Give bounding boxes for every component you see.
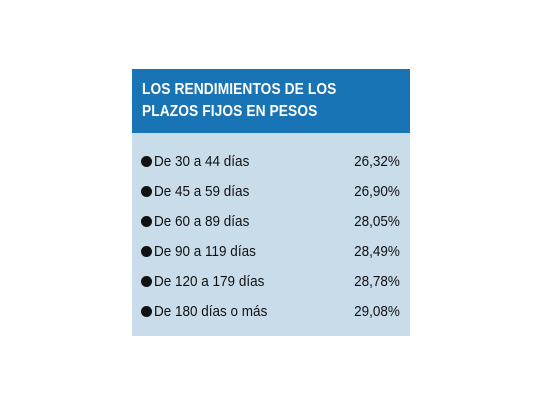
row-value: 28,78%	[354, 273, 400, 290]
table-title: LOS RENDIMIENTOS DE LOS PLAZOS FIJOS EN …	[142, 79, 364, 123]
row-value: 29,08%	[354, 303, 400, 320]
row-label: De 90 a 119 días	[154, 243, 256, 260]
title-line-1: LOS RENDIMIENTOS DE LOS	[142, 81, 337, 98]
row-label: De 60 a 89 días	[154, 213, 250, 230]
table-row: De 45 a 59 días 26,90%	[132, 177, 410, 207]
bullet-icon	[141, 186, 152, 197]
bullet-icon	[141, 156, 152, 167]
rates-table: LOS RENDIMIENTOS DE LOS PLAZOS FIJOS EN …	[132, 69, 410, 336]
row-label: De 30 a 44 días	[154, 153, 250, 170]
bullet-icon	[141, 276, 152, 287]
row-value: 28,05%	[354, 213, 400, 230]
bullet-icon	[141, 246, 152, 257]
row-value: 26,90%	[354, 183, 400, 200]
table-row: De 90 a 119 días 28,49%	[132, 237, 410, 267]
table-header: LOS RENDIMIENTOS DE LOS PLAZOS FIJOS EN …	[132, 69, 410, 133]
row-value: 26,32%	[354, 153, 400, 170]
bullet-icon	[141, 216, 152, 227]
row-label: De 45 a 59 días	[154, 183, 250, 200]
bullet-icon	[141, 306, 152, 317]
row-value: 28,49%	[354, 243, 400, 260]
table-row: De 120 a 179 días 28,78%	[132, 267, 410, 297]
title-line-2: PLAZOS FIJOS EN PESOS	[142, 103, 318, 120]
table-row: De 30 a 44 días 26,32%	[132, 147, 410, 177]
table-rows: De 30 a 44 días 26,32% De 45 a 59 días 26,9…	[132, 147, 410, 327]
row-label: De 120 a 179 días	[154, 273, 265, 290]
row-label: De 180 días o más	[154, 303, 268, 320]
table-row: De 60 a 89 días 28,05%	[132, 207, 410, 237]
table-row: De 180 días o más 29,08%	[132, 297, 410, 327]
